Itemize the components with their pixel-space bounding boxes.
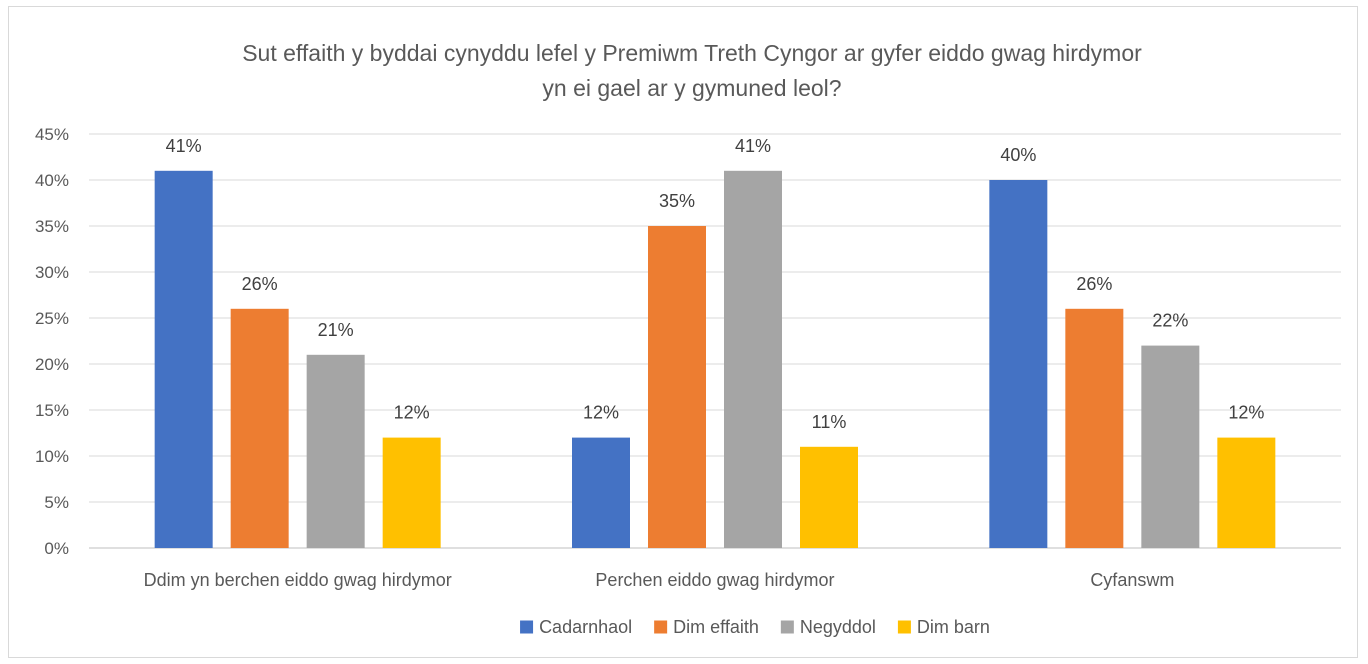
- bar-dim-effaith: [1065, 308, 1124, 548]
- y-tick-label: 45%: [35, 125, 69, 144]
- chart-title: Sut effaith y byddai cynyddu lefel y Pre…: [242, 40, 1142, 101]
- data-label: 26%: [1076, 274, 1112, 294]
- x-axis-category-labels: Ddim yn berchen eiddo gwag hirdymor Perch…: [144, 570, 1175, 590]
- bars: [154, 170, 1276, 549]
- data-label: 22%: [1152, 311, 1188, 331]
- legend-swatch-cadarnhaol: [520, 620, 534, 634]
- bar-cadarnhaol: [572, 437, 630, 548]
- bar-negyddol: [724, 170, 782, 549]
- legend-label: Dim barn: [917, 617, 990, 637]
- bar-cadarnhaol: [154, 170, 213, 549]
- y-axis-tick-labels: 0% 5% 10% 15% 20% 25% 30% 35% 40% 45%: [35, 125, 69, 558]
- bar-negyddol: [306, 354, 365, 548]
- bar-negyddol: [1141, 345, 1200, 548]
- y-tick-label: 25%: [35, 309, 69, 328]
- bar-dim-barn: [800, 446, 858, 548]
- bar-dim-effaith: [648, 226, 706, 548]
- data-label: 26%: [242, 274, 278, 294]
- legend-label: Cadarnhaol: [539, 617, 632, 637]
- y-tick-label: 5%: [44, 493, 69, 512]
- y-tick-label: 20%: [35, 355, 69, 374]
- bar-dim-barn: [1217, 437, 1276, 548]
- data-label: 12%: [1228, 403, 1264, 423]
- bar-cadarnhaol: [989, 180, 1048, 548]
- data-label: 35%: [659, 191, 695, 211]
- data-label: 41%: [166, 136, 202, 156]
- bar-chart: Sut effaith y byddai cynyddu lefel y Pre…: [35, 40, 1341, 637]
- x-category-label: Ddim yn berchen eiddo gwag hirdymor: [144, 570, 452, 590]
- y-tick-label: 40%: [35, 171, 69, 190]
- data-label: 11%: [812, 412, 847, 432]
- x-category-label: Cyfanswm: [1090, 570, 1174, 590]
- legend-label: Negyddol: [800, 617, 876, 637]
- data-label: 12%: [394, 403, 430, 423]
- y-tick-label: 0%: [44, 539, 69, 558]
- y-tick-label: 30%: [35, 263, 69, 282]
- bar-dim-barn: [382, 437, 441, 548]
- data-label: 21%: [318, 320, 354, 340]
- bar-dim-effaith: [230, 308, 289, 548]
- y-tick-label: 15%: [35, 401, 69, 420]
- data-label: 41%: [735, 136, 771, 156]
- legend-swatch-dim-effaith: [654, 620, 668, 634]
- legend-swatch-negyddol: [780, 620, 794, 634]
- y-tick-label: 10%: [35, 447, 69, 466]
- data-labels: 41% 26% 21% 12% 12% 35% 41% 11% 40% 26% 22% 12%: [166, 136, 1265, 432]
- y-tick-label: 35%: [35, 217, 69, 236]
- data-label: 40%: [1000, 145, 1036, 165]
- legend-swatch-dim-barn: [897, 620, 911, 634]
- chart-frame: Sut effaith y byddai cynyddu lefel y Pre…: [8, 6, 1358, 658]
- legend: Cadarnhaol Dim effaith Negyddol Dim barn: [520, 617, 990, 637]
- legend-label: Dim effaith: [673, 617, 759, 637]
- chart-title-line-1: Sut effaith y byddai cynyddu lefel y Pre…: [242, 40, 1142, 66]
- x-category-label: Perchen eiddo gwag hirdymor: [595, 570, 834, 590]
- chart-title-line-2: yn ei gael ar y gymuned leol?: [542, 75, 841, 101]
- data-label: 12%: [583, 403, 619, 423]
- gridlines: [89, 133, 1341, 549]
